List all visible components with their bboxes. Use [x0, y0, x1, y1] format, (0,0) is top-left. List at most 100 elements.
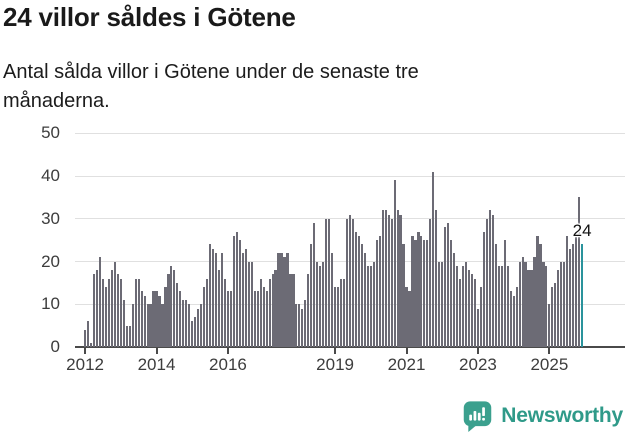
- x-axis-label-2012: 2012: [66, 355, 104, 374]
- bar-month: [572, 244, 575, 347]
- bar-month: [470, 274, 474, 347]
- bar-month: [560, 261, 563, 347]
- bar-latest-highlight: [581, 244, 584, 347]
- bar-month: [277, 253, 280, 347]
- bar-month: [298, 304, 301, 347]
- bar-month: [176, 282, 179, 347]
- bar-month: [533, 257, 536, 347]
- bar-month: [164, 287, 167, 347]
- bar-month: [92, 274, 96, 347]
- bar-month: [253, 291, 256, 347]
- bar-month: [366, 265, 369, 347]
- y-axis-label-40: 40: [41, 166, 60, 186]
- bar-month: [238, 240, 241, 347]
- bar-month: [140, 291, 143, 347]
- bar-month: [494, 244, 497, 347]
- bar-month: [453, 253, 456, 347]
- x-tick-2025: [548, 347, 551, 354]
- bar-month: [256, 291, 259, 347]
- x-axis-line: [75, 346, 625, 348]
- bar-month: [331, 253, 334, 347]
- bar-month: [289, 274, 292, 347]
- bar-month: [491, 214, 494, 347]
- bar-month: [459, 278, 462, 347]
- bar-month: [229, 291, 233, 347]
- bar-month: [223, 278, 227, 347]
- x-tick-2023: [476, 347, 479, 354]
- bar-month: [89, 342, 93, 347]
- bar-month: [563, 261, 566, 347]
- y-axis-label-10: 10: [41, 294, 60, 314]
- bar-month: [542, 261, 545, 347]
- bar-month: [265, 291, 268, 347]
- bar-month: [393, 180, 396, 347]
- x-tick-2012: [84, 347, 87, 354]
- bar-month: [360, 244, 363, 347]
- brand-logo: Newsworthy: [461, 399, 623, 433]
- bar-month: [482, 231, 485, 347]
- bar-month: [435, 210, 438, 347]
- bar-month: [423, 240, 426, 347]
- bar-month: [405, 287, 408, 347]
- bar-month: [149, 304, 152, 347]
- bar-month: [402, 244, 405, 347]
- bar-month: [551, 287, 554, 347]
- bar-month: [500, 265, 503, 347]
- bar-month: [209, 244, 212, 347]
- bar-month: [119, 278, 122, 347]
- bar-month: [104, 287, 108, 347]
- bar-month: [110, 270, 113, 347]
- bar-month: [575, 235, 578, 347]
- bar-month: [280, 253, 283, 347]
- bar-month: [188, 304, 191, 347]
- bar-month: [369, 265, 372, 347]
- bar-month: [342, 278, 346, 347]
- bar-month: [101, 278, 105, 347]
- bar-month: [467, 270, 471, 347]
- y-axis-label-20: 20: [41, 251, 60, 271]
- page-title: 24 villor såldes i Götene: [3, 2, 296, 32]
- bar-month: [200, 304, 203, 347]
- highlight-value-label: 24: [572, 221, 592, 241]
- bar-month: [539, 244, 542, 347]
- bar-month: [503, 240, 506, 347]
- bar-month: [322, 261, 325, 347]
- bar-month: [211, 248, 215, 347]
- bar-month: [241, 253, 244, 347]
- bar-month: [447, 223, 450, 347]
- bar-month: [578, 197, 581, 347]
- bar-month: [521, 257, 524, 347]
- x-axis-label-2021: 2021: [387, 355, 426, 374]
- x-tick-2016: [226, 347, 229, 354]
- bar-month: [414, 240, 417, 347]
- bar-month: [530, 270, 533, 347]
- bar-month: [569, 248, 572, 347]
- bar-month: [235, 231, 238, 347]
- bar-month: [450, 240, 453, 347]
- bar-month: [310, 244, 313, 347]
- bar-month: [485, 218, 488, 347]
- bar-month: [411, 235, 414, 347]
- bar-month: [182, 300, 185, 347]
- bar-month: [432, 171, 435, 347]
- bar-month: [307, 274, 310, 347]
- bar-month: [98, 257, 102, 347]
- bar-month: [479, 287, 483, 347]
- bar-month: [137, 278, 140, 347]
- bar-month: [316, 261, 319, 347]
- newsworthy-icon: [464, 401, 492, 433]
- bar-month: [95, 270, 99, 347]
- bar-month: [226, 291, 230, 347]
- bar-month: [554, 282, 557, 347]
- bar-month: [247, 261, 250, 347]
- bar-month: [509, 291, 512, 347]
- bar-month: [131, 304, 134, 347]
- x-axis-label-2023: 2023: [459, 355, 497, 374]
- gridline-y50: [75, 132, 625, 134]
- bar-month: [206, 278, 209, 347]
- bar-month: [426, 240, 429, 347]
- bar-month: [116, 274, 119, 347]
- bar-month: [515, 287, 518, 347]
- bar-month: [390, 218, 393, 347]
- bar-month: [378, 235, 381, 347]
